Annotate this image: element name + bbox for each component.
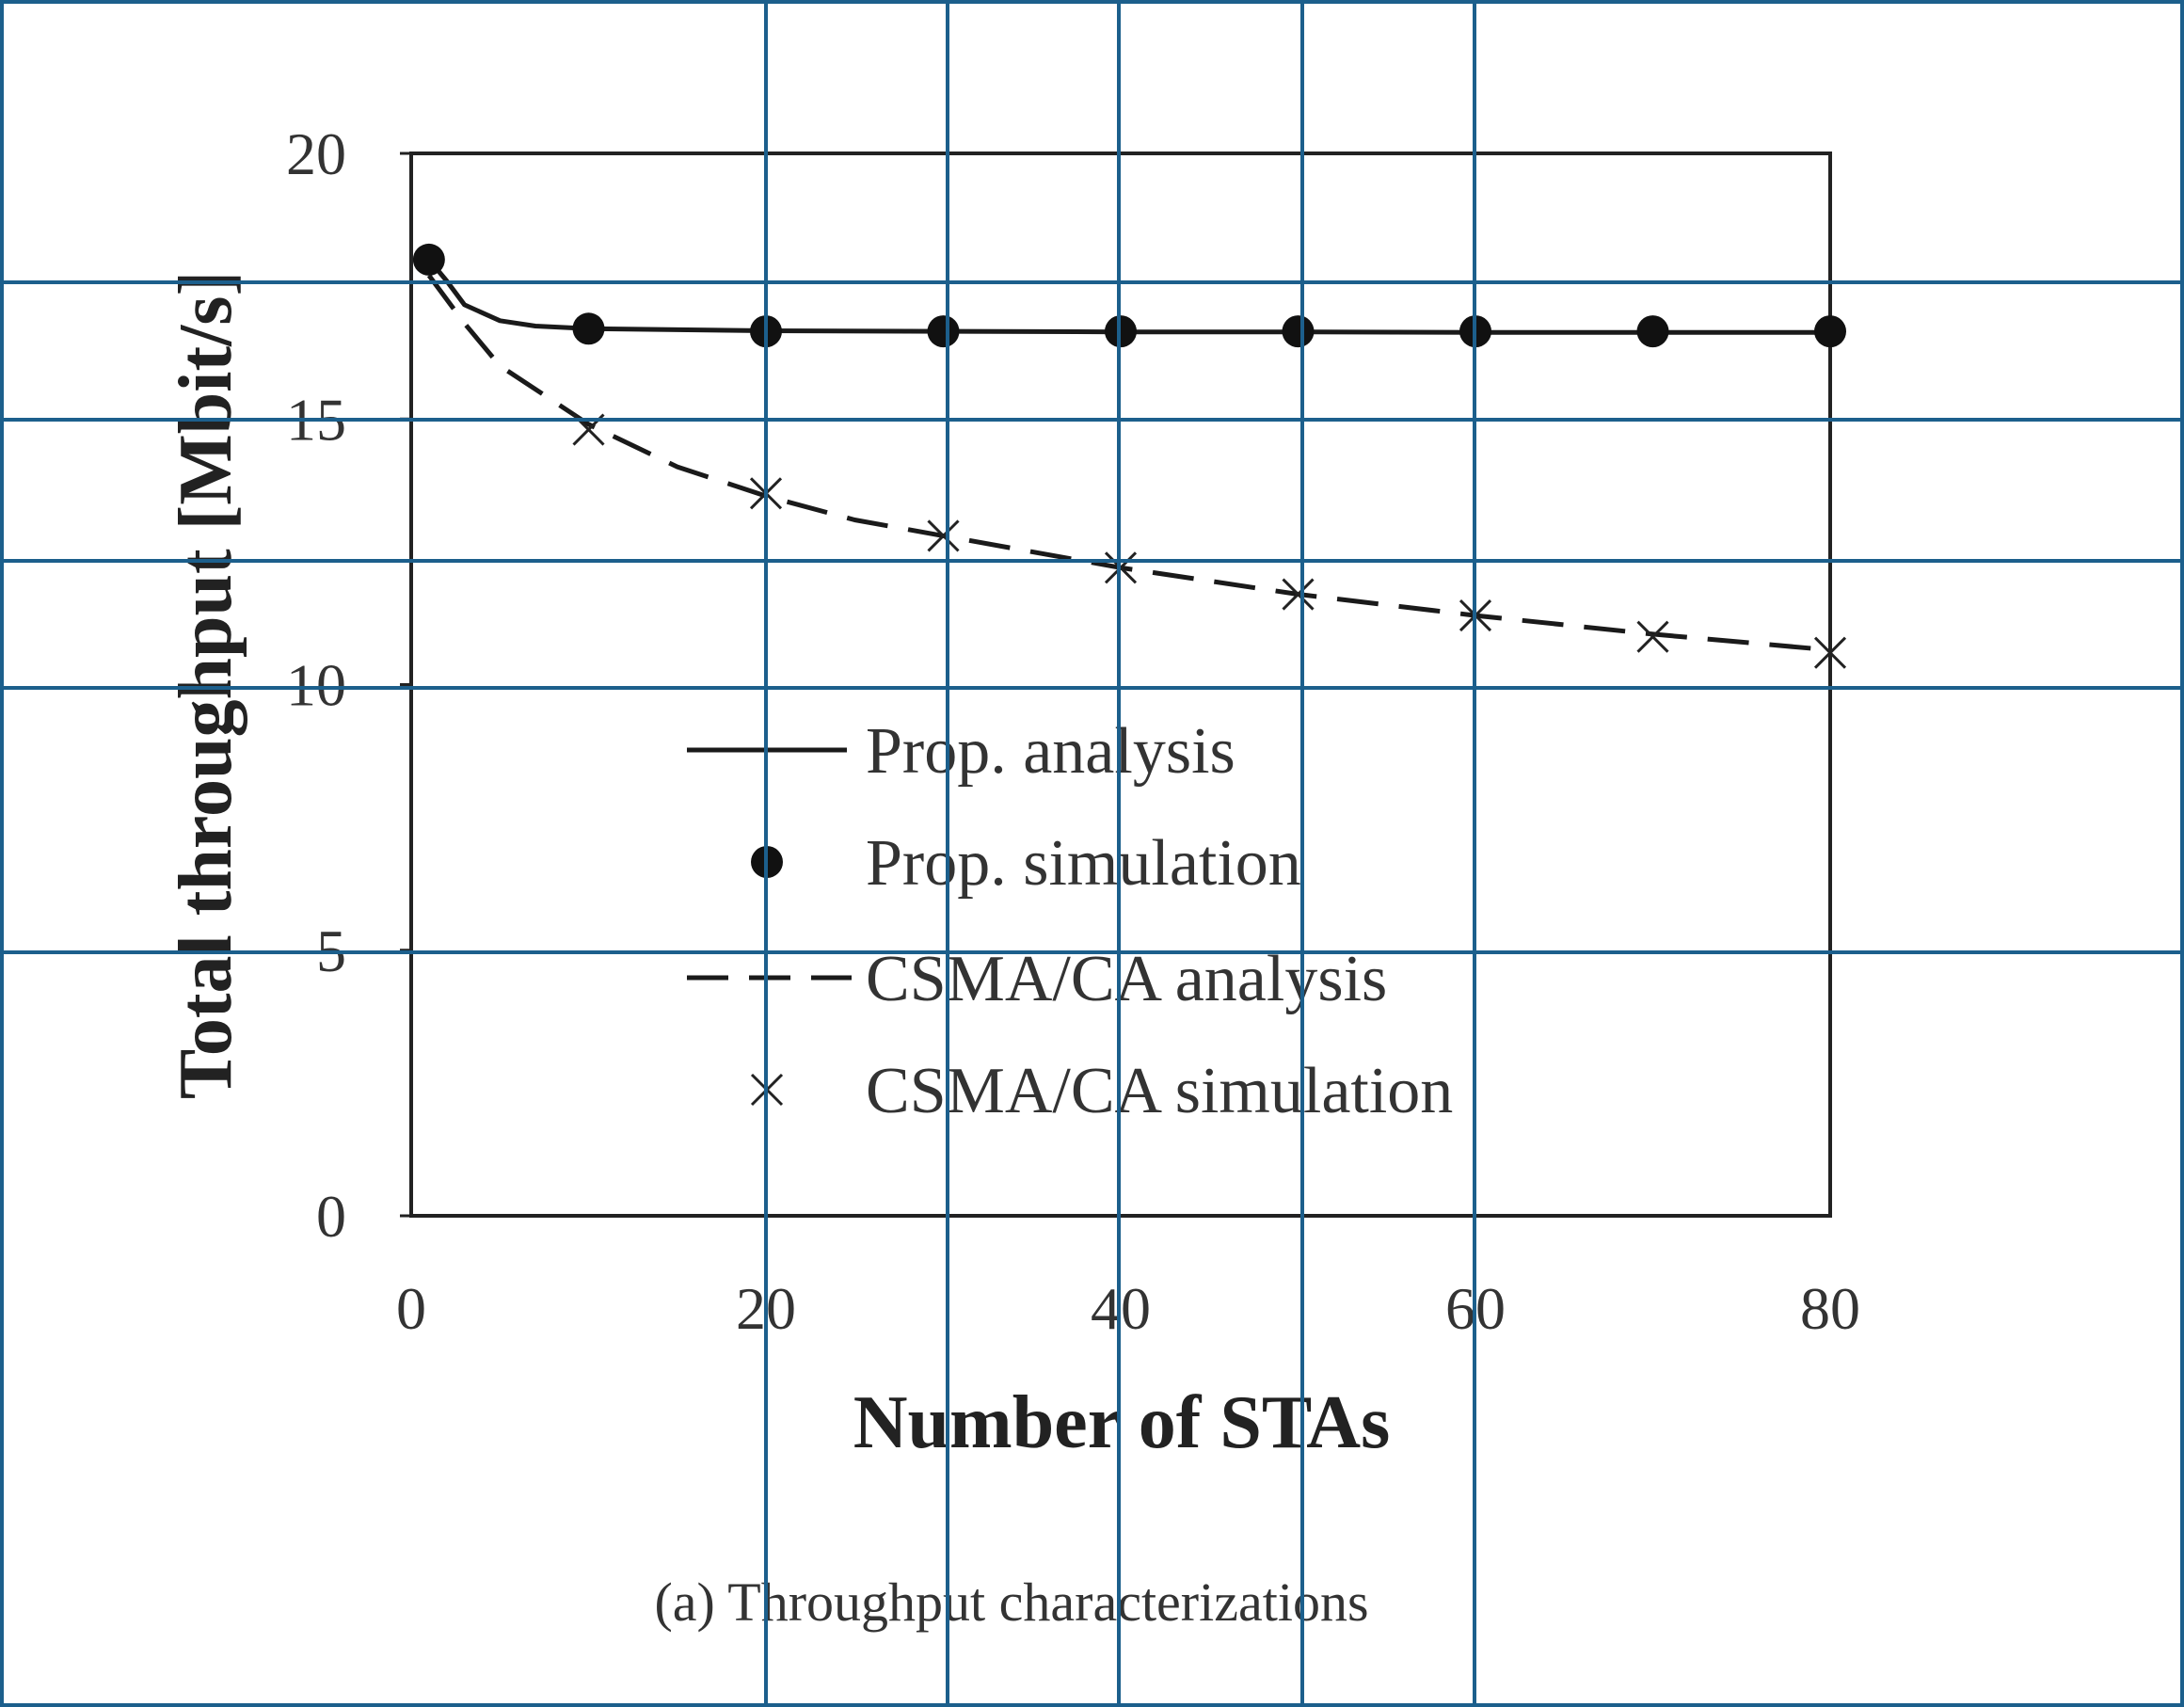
csma-ca-simulation-point-stroke-b: [1282, 578, 1315, 611]
csma-ca-simulation-point-stroke-b: [1636, 620, 1669, 653]
csma-ca-simulation-point: [927, 519, 960, 552]
y-tick-label: 20: [286, 120, 346, 187]
x-axis-title: Number of STAs: [853, 1381, 1390, 1464]
prop-simulation-point: [412, 243, 445, 276]
csma-ca-simulation-point: [1636, 620, 1669, 653]
prop-simulation-point: [572, 312, 605, 345]
prop-analysis-line: [426, 258, 1830, 335]
prop-simulation-point: [1814, 315, 1846, 348]
y-tick-label: 0: [316, 1183, 346, 1250]
legend-label-csma-ca-simulation: CSMA/CA simulation: [866, 1055, 1453, 1127]
legend: Prop. analysis Prop. simulation CSMA/CA an…: [687, 715, 1453, 1127]
x-tick-label: 0: [396, 1275, 426, 1342]
y-axis-title: Total throughput [Mbit/s]: [165, 271, 247, 1099]
csma-ca-simulation-point-stroke-b: [927, 519, 960, 552]
x-tick-label: 80: [1800, 1275, 1860, 1342]
figure-caption: (a) Throughput characterizations: [654, 1571, 1368, 1633]
csma-ca-simulation-point: [1813, 636, 1847, 669]
prop-simulation-point: [1282, 315, 1315, 348]
series-layer: [412, 243, 1847, 669]
legend-label-prop-simulation: Prop. simulation: [866, 827, 1301, 900]
y-tick-label: 10: [286, 652, 346, 719]
csma-ca-simulation-point: [1282, 578, 1315, 611]
legend-label-csma-ca-analysis: CSMA/CA analysis: [866, 943, 1387, 1015]
prop-simulation-point: [927, 315, 960, 348]
legend-label-prop-analysis: Prop. analysis: [866, 715, 1235, 788]
csma-ca-simulation-point-stroke-b: [1813, 636, 1847, 669]
prop-simulation-point: [1636, 315, 1669, 348]
